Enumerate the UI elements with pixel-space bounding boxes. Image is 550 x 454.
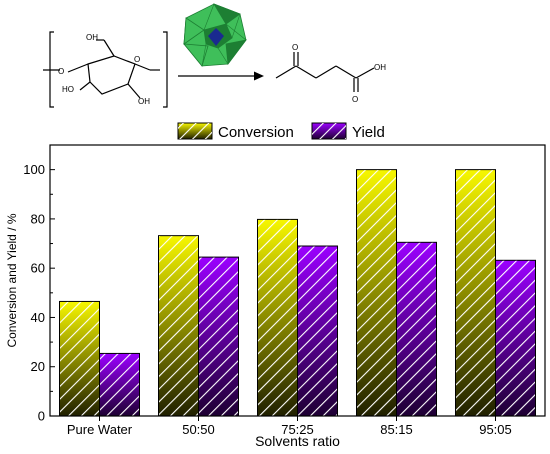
- chem-label-ketone-o: O: [292, 43, 298, 52]
- y-axis-label: Conversion and Yield / %: [5, 213, 19, 347]
- chem-label-acid-oh: OH: [374, 63, 386, 72]
- plot-frame: [49, 144, 546, 417]
- chem-label-acid-o: O: [352, 95, 358, 104]
- chem-label-oh-top: OH: [86, 33, 98, 42]
- x-axis-label: Solvents ratio: [255, 433, 340, 449]
- y-axis-ticks: 0 20 40 60 80 100: [23, 162, 55, 424]
- chem-label-o-ring: O: [134, 55, 140, 64]
- x-tick-label: 95:05: [479, 422, 512, 437]
- y-tick-label: 80: [31, 211, 45, 226]
- x-axis-ticks: Pure Water 50:50 75:25 85:15 95:05: [67, 416, 512, 437]
- bar-hatch: [60, 301, 99, 416]
- chem-label-o-left: O: [58, 67, 64, 76]
- catalyst-polyoxometalate: [183, 3, 247, 67]
- legend-label-conversion: Conversion: [218, 124, 294, 141]
- levulinic-acid-structure: O OH O: [275, 43, 386, 104]
- chem-label-ho: HO: [62, 85, 74, 94]
- chem-label-oh-bottom: OH: [138, 97, 150, 106]
- y-tick-label: 0: [38, 409, 45, 424]
- x-tick-label: Pure Water: [67, 422, 133, 437]
- bar-hatch: [496, 260, 535, 416]
- bar-hatch: [357, 170, 396, 416]
- reaction-scheme: O O OH HO OH: [43, 3, 386, 108]
- bar-hatch: [258, 219, 297, 416]
- cellulose-structure: O O OH HO OH: [43, 31, 168, 108]
- y-tick-label: 100: [23, 162, 45, 177]
- bar-hatch: [199, 257, 238, 416]
- y-tick-label: 60: [31, 261, 45, 276]
- bars: [59, 169, 536, 417]
- x-tick-label: 75:25: [281, 422, 314, 437]
- bar-hatch: [397, 242, 436, 416]
- legend-label-yield: Yield: [352, 124, 385, 141]
- bar-hatch: [159, 236, 198, 416]
- y-tick-label: 20: [31, 359, 45, 374]
- x-tick-label: 50:50: [182, 422, 215, 437]
- x-tick-label: 85:15: [380, 422, 413, 437]
- legend: Conversion Yield: [177, 122, 385, 141]
- bar-hatch: [456, 170, 495, 416]
- y-tick-label: 40: [31, 310, 45, 325]
- bar-chart: 0 20 40 60 80 100 Pure Water 50:50 75:25 85:15 95…: [5, 144, 546, 449]
- reaction-arrow: [178, 71, 264, 81]
- bar-hatch: [298, 246, 337, 416]
- bar-hatch: [100, 353, 139, 416]
